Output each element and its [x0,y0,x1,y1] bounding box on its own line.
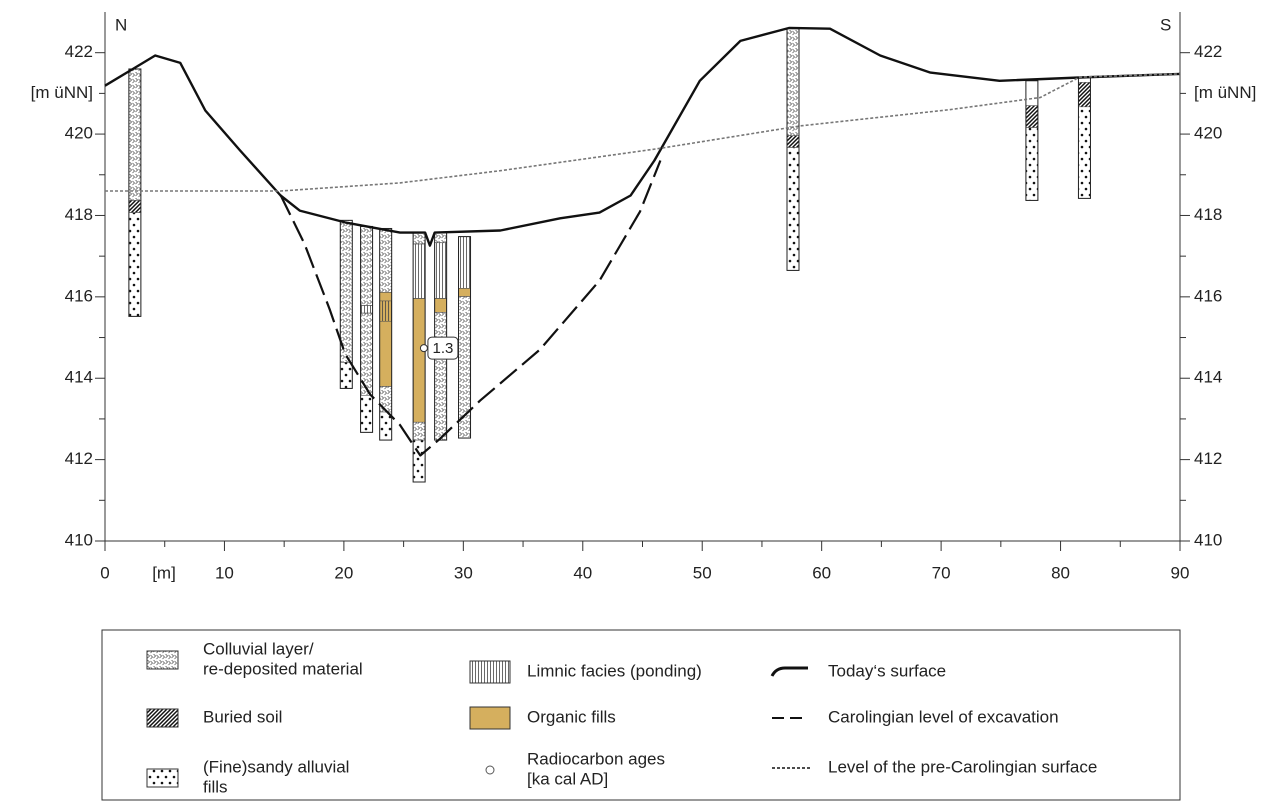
legend-label: Carolingian level of excavation [828,707,1059,726]
facies-segment [380,386,392,412]
facies-segment [435,298,447,312]
legend-label: Colluvial layer/ [203,639,314,658]
legend-label: Limnic facies (ponding) [527,661,702,680]
x-tick-label: 90 [1171,563,1190,582]
facies-segment [459,237,471,289]
facies-segment [361,226,373,305]
legend-swatch [470,661,510,683]
y-tick-label: 418 [1194,205,1222,224]
facies-segment [129,213,141,317]
y-tick-label: 414 [1194,368,1222,387]
x-tick-label: 30 [454,563,473,582]
y-tick-label: 422 [1194,42,1222,61]
legend-label: (Fine)sandy alluvial [203,757,349,776]
legend-label: fills [203,777,228,796]
facies-segment [340,362,352,388]
facies-segment [413,422,425,440]
north-label: N [115,15,127,34]
facies-segment [340,220,352,362]
facies-segment [1026,106,1038,128]
facies-segment [413,440,425,482]
x-tick-label: 60 [812,563,831,582]
sample-label: 1.3 [432,340,453,357]
legend-label: Level of the pre-Carolingian surface [828,757,1097,776]
y-tick-label: 416 [65,286,93,305]
facies-segment [1026,128,1038,201]
y-tick-label: 412 [1194,449,1222,468]
facies-segment [435,233,447,243]
legend-line [772,668,808,676]
south-label: S [1160,15,1171,34]
facies-segment [787,136,799,148]
profile-line [105,74,1180,191]
legend-label: Today‘s surface [828,661,946,680]
legend-label: Organic fills [527,707,616,726]
x-unit-label: [m] [152,563,176,582]
y-unit-label: [m üNN] [31,83,93,102]
x-tick-label: 80 [1051,563,1070,582]
profile-line [105,28,1180,246]
x-tick-label: 0 [100,563,109,582]
facies-segment [413,233,425,244]
y-tick-label: 414 [65,368,93,387]
facies-segment [129,200,141,212]
facies-segment [1078,107,1090,199]
legend-swatch [147,651,178,669]
facies-segment [413,244,425,299]
facies-segment [787,29,799,136]
x-tick-label: 20 [334,563,353,582]
legend-label: Radiocarbon ages [527,749,665,768]
y-unit-label: [m üNN] [1194,83,1256,102]
facies-segment [1078,82,1090,106]
legend-label: [ka cal AD] [527,769,608,788]
y-tick-label: 418 [65,205,93,224]
legend-swatch [147,769,178,787]
legend-swatch [147,709,178,727]
y-tick-label: 410 [65,530,93,549]
facies-segment [380,301,392,321]
chart: N S [m] 410 410 412 412 414 414 416 416 418 418 42… [0,0,1284,801]
facies-segment [380,228,392,292]
y-tick-label: 416 [1194,286,1222,305]
facies-segment [435,312,447,440]
legend-label: re-deposited material [203,659,363,678]
facies-segment [787,148,799,271]
sample-point [420,345,427,352]
y-tick-label: 420 [1194,124,1222,143]
x-tick-label: 70 [932,563,951,582]
facies-segment [361,305,373,313]
facies-segment [435,243,447,299]
y-tick-label: 420 [65,124,93,143]
facies-segment [459,288,471,296]
x-tick-label: 10 [215,563,234,582]
facies-segment [413,298,425,422]
x-tick-label: 40 [573,563,592,582]
legend-swatch [486,766,494,774]
y-tick-label: 410 [1194,530,1222,549]
x-tick-label: 50 [693,563,712,582]
page: N S [m] 410 410 412 412 414 414 416 416 418 418 42… [0,0,1284,801]
legend-label: Buried soil [203,707,282,726]
y-tick-label: 412 [65,449,93,468]
facies-segment [129,69,141,200]
facies-segment [361,395,373,432]
legend-swatch [470,707,510,729]
y-tick-label: 422 [65,42,93,61]
